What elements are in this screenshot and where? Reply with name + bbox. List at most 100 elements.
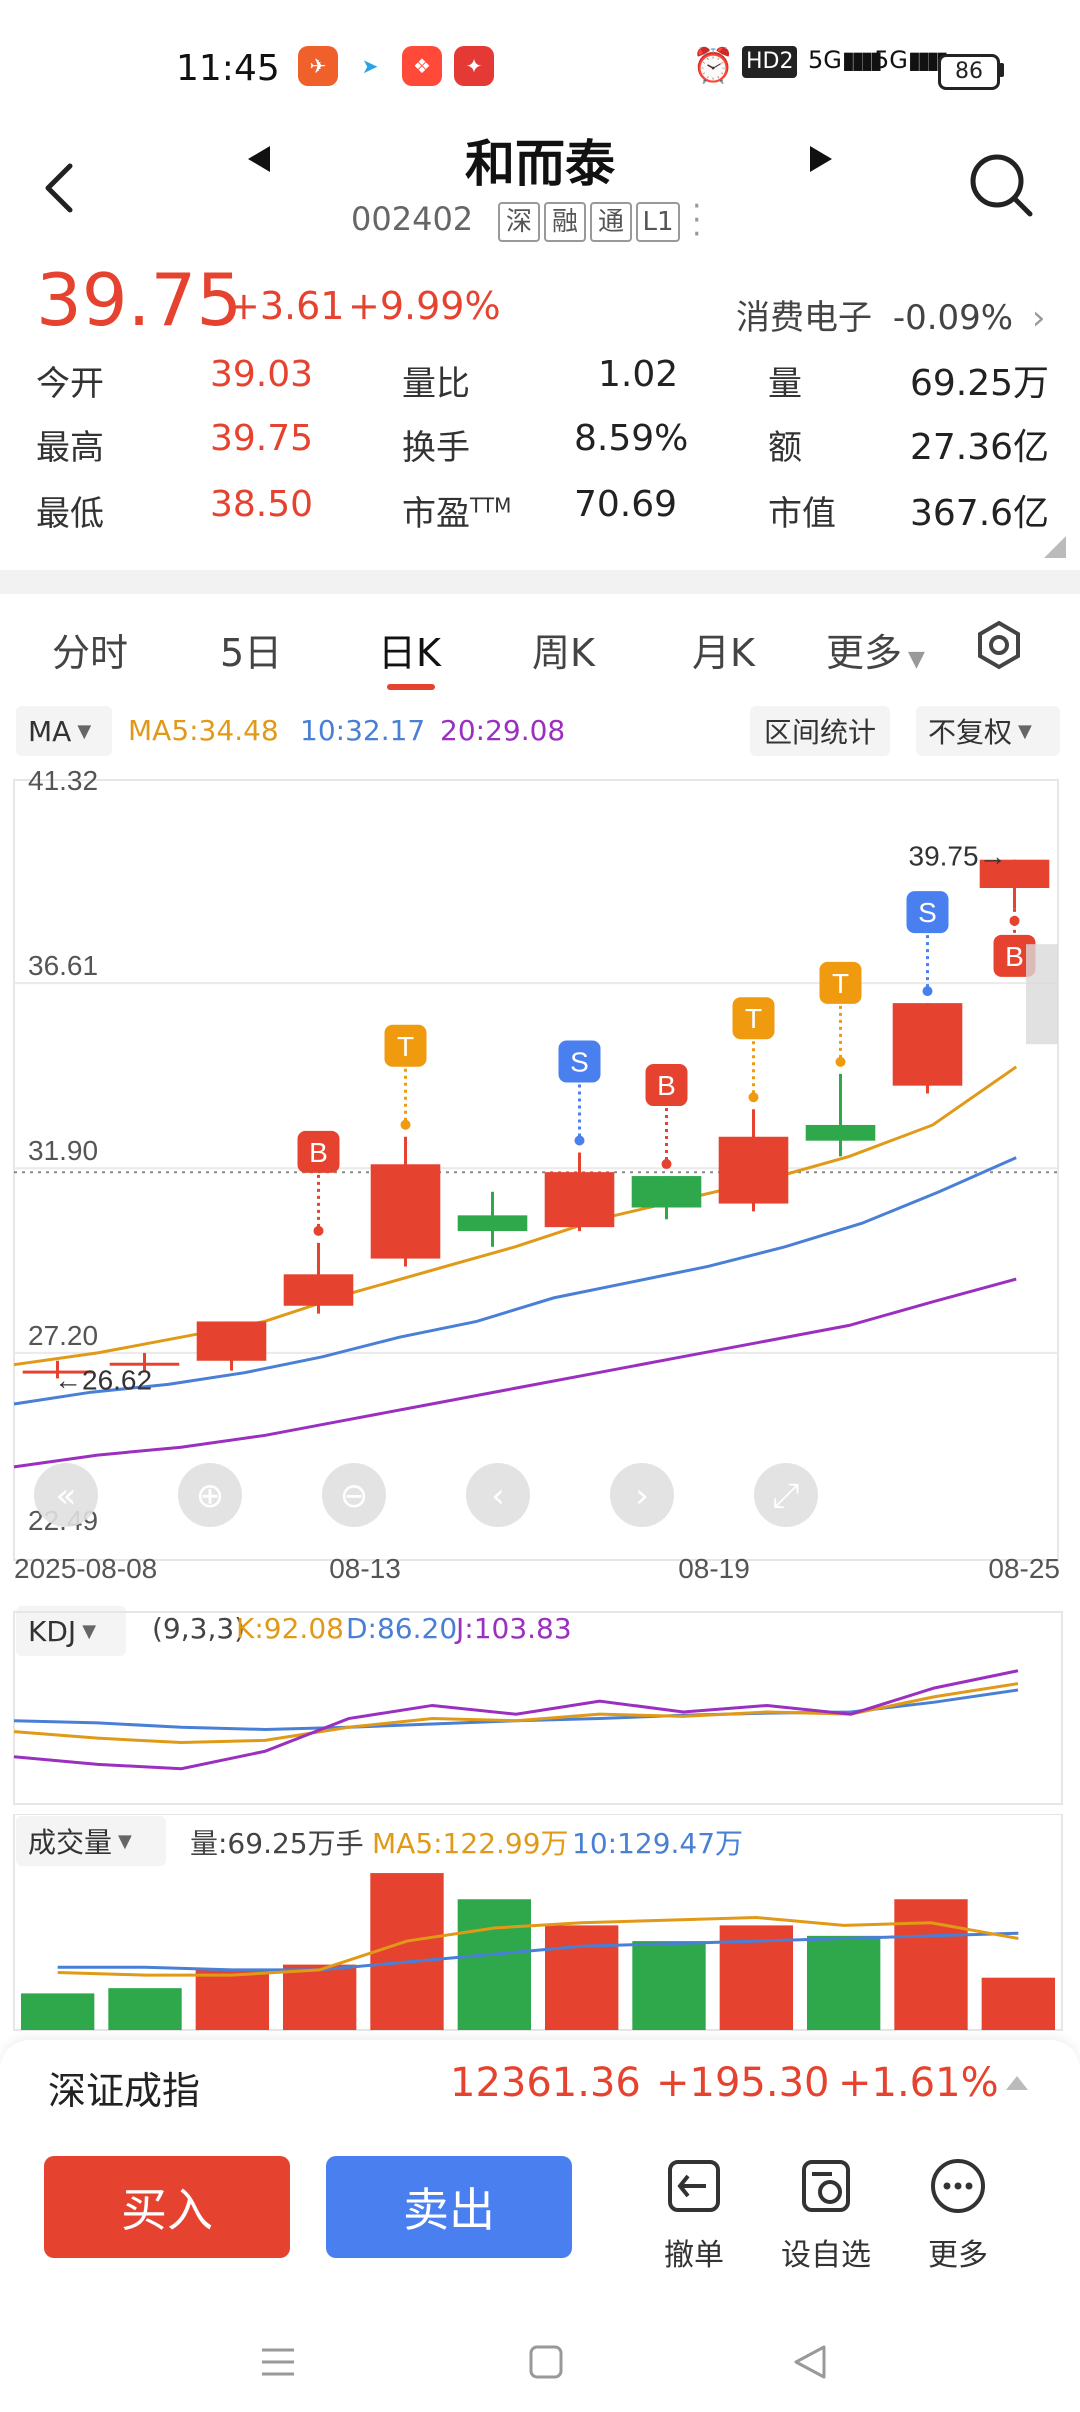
pe-ttm-sup: TTM xyxy=(470,493,512,518)
signal-marker-B xyxy=(297,1130,340,1173)
stat-value-volume: 69.25万 xyxy=(910,363,1050,404)
buy-button[interactable]: 买入 xyxy=(44,2156,290,2258)
zoom-out-icon[interactable]: ⊖ xyxy=(322,1463,386,1527)
stat-label-volume: 量 xyxy=(768,364,802,404)
stat-value-amount: 27.36亿 xyxy=(910,427,1050,468)
tab-weekly-k[interactable]: 周K xyxy=(532,631,595,675)
nav-glyph: ⊖ xyxy=(340,1476,369,1516)
rewind-icon[interactable]: « xyxy=(34,1463,98,1527)
stat-label-high: 最高 xyxy=(36,428,104,468)
signal-marker-T xyxy=(384,1024,427,1067)
candle-body xyxy=(196,1321,267,1361)
sector-name: 消费电子 xyxy=(736,298,872,338)
shopping-app-icon: ❖ xyxy=(402,46,442,86)
settings-icon[interactable] xyxy=(974,620,1024,670)
y-tick-label: 41.32 xyxy=(28,765,98,796)
adjust-selector[interactable]: 不复权 ▼ xyxy=(916,706,1060,756)
stat-label-turnover: 换手 xyxy=(402,428,470,468)
search-icon[interactable] xyxy=(968,152,1034,218)
range-stat-button[interactable]: 区间统计 xyxy=(750,706,890,756)
expand-icon[interactable]: ⤢ xyxy=(754,1463,818,1527)
nav-glyph: ⤢ xyxy=(772,1476,799,1516)
y-tick-label: 31.90 xyxy=(28,1135,98,1166)
candle-body xyxy=(370,1164,441,1259)
tab-intraday[interactable]: 分时 xyxy=(52,631,129,675)
chevron-right-circle-icon[interactable]: › xyxy=(610,1463,674,1527)
nav-circle xyxy=(466,1463,530,1527)
ma20-line xyxy=(13,1277,1017,1469)
watchlist-label: 设自选 xyxy=(781,2238,871,2273)
candle-body xyxy=(22,1370,93,1374)
sector-pct: -0.09% xyxy=(892,298,1014,338)
alarm-icon: ⏰ xyxy=(692,46,735,86)
signal-marker-T xyxy=(732,997,775,1040)
sell-button[interactable]: 卖出 xyxy=(326,2156,572,2258)
home-icon[interactable] xyxy=(526,2342,566,2382)
volume-bar xyxy=(981,1977,1056,2030)
stock-name: 和而泰 xyxy=(465,135,615,193)
volume-frame xyxy=(13,1814,1063,2031)
expand-corner-icon[interactable] xyxy=(1044,536,1066,558)
menu-icon[interactable] xyxy=(258,2342,298,2382)
candle-body xyxy=(979,859,1050,888)
app-notify-icon: ✈ xyxy=(298,46,338,86)
tab-daily-k[interactable]: 日K xyxy=(378,631,441,675)
index-change: +195.30 xyxy=(656,2060,830,2106)
index-name[interactable]: 深证成指 xyxy=(48,2069,201,2113)
signal-marker-B xyxy=(645,1064,688,1107)
ma10-legend: 10:32.17 xyxy=(300,714,426,747)
dropdown-caret-icon: ▼ xyxy=(118,1830,132,1852)
nav-circle xyxy=(34,1463,98,1527)
back-icon[interactable] xyxy=(40,160,80,216)
nav-glyph: › xyxy=(635,1476,649,1516)
chart-frame xyxy=(13,779,1059,1561)
stat-value-mktcap: 367.6亿 xyxy=(910,493,1050,534)
signal-marker-label: B xyxy=(1005,941,1024,972)
back-nav-icon[interactable] xyxy=(790,2342,830,2382)
signal-marker-label: T xyxy=(745,1003,762,1034)
x-tick-label: 08-25 xyxy=(988,1553,1060,1580)
stat-label-open: 今开 xyxy=(36,364,104,404)
withdraw-action[interactable]: 撤单 xyxy=(644,2156,744,2274)
active-tab-indicator xyxy=(387,684,435,690)
prev-stock-icon[interactable] xyxy=(244,144,274,174)
tab-5day[interactable]: 5日 xyxy=(220,631,283,675)
signal-marker-B xyxy=(993,934,1036,977)
volume-bar xyxy=(457,1899,532,2030)
marker-dot xyxy=(400,1119,411,1130)
chevron-left-circle-icon[interactable]: ‹ xyxy=(466,1463,530,1527)
current-price: 39.75 xyxy=(36,258,243,342)
volume-bar xyxy=(108,1988,182,2030)
chevron-right-icon: › xyxy=(1031,298,1046,338)
tab-more[interactable]: 更多 ▼ xyxy=(826,631,925,675)
signal-marker-label: S xyxy=(918,897,937,928)
candle-body xyxy=(631,1176,702,1208)
sector-link[interactable]: 消费电子 -0.09% › xyxy=(736,290,1046,339)
tab-monthly-k[interactable]: 月K xyxy=(692,631,755,675)
x-tick-label: 08-19 xyxy=(678,1553,750,1580)
more-action[interactable]: 更多 xyxy=(908,2156,1008,2274)
tag-rong: 融 xyxy=(544,202,586,242)
more-dots-icon[interactable]: · · · xyxy=(692,189,702,252)
ma-selector[interactable]: MA ▼ xyxy=(16,706,112,756)
index-value: 12361.36 xyxy=(450,2060,641,2106)
volume-bar xyxy=(282,1964,357,2030)
volume-selector[interactable]: 成交量 ▼ xyxy=(16,1816,166,1866)
next-stock-icon[interactable] xyxy=(806,144,836,174)
section-divider xyxy=(0,570,1080,594)
x-tick-label: 2025-08-08 xyxy=(14,1553,157,1580)
stat-label-volratio: 量比 xyxy=(402,364,470,404)
caret-up-icon[interactable] xyxy=(1004,2074,1030,2094)
marker-dot xyxy=(1009,915,1020,926)
volume-bar xyxy=(806,1935,881,2030)
marker-dot xyxy=(835,1056,846,1067)
watchlist-action[interactable]: 设自选 xyxy=(776,2156,876,2274)
kdj-params: (9,3,3) xyxy=(152,1612,246,1645)
kdj-selector[interactable]: KDJ ▼ xyxy=(16,1606,126,1656)
price-change: +3.61 xyxy=(228,284,345,328)
zoom-in-icon[interactable]: ⊕ xyxy=(178,1463,242,1527)
signal-5g-2: 5G▮▮▮▮ xyxy=(874,46,949,74)
signal-marker-label: T xyxy=(397,1031,414,1062)
kline-chart[interactable]: 41.3236.6131.9027.2022.49BTSBTTSB39.75→←… xyxy=(0,760,1080,1580)
marker-dot xyxy=(574,1135,585,1146)
